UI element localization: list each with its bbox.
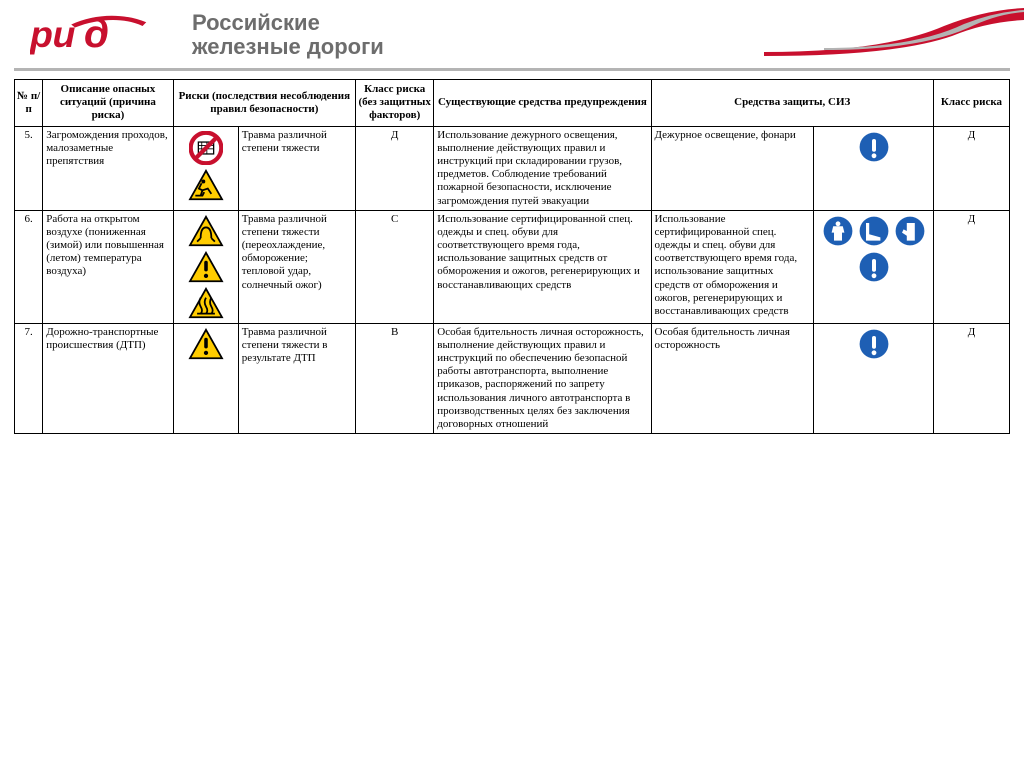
cell-protection: Использование сертифицированной спец. од… bbox=[651, 210, 814, 323]
cell-risk-text: Травма различной степени тяжести (переох… bbox=[238, 210, 355, 323]
cell-protection-icons bbox=[814, 323, 933, 434]
warning-cold-icon bbox=[188, 215, 224, 247]
th-existing: Существующие средства предупреждения bbox=[434, 80, 651, 127]
cell-num: 7. bbox=[15, 323, 43, 434]
cell-desc: Работа на открытом воздухе (пониженная (… bbox=[43, 210, 173, 323]
brand-line-2: железные дороги bbox=[192, 35, 384, 59]
cell-protection: Дежурное освещение, фонари bbox=[651, 126, 814, 210]
brand-line-1: Российские bbox=[192, 11, 384, 35]
cell-class: Д bbox=[356, 126, 434, 210]
table-header-row: № п/п Описание опасных ситуаций (причина… bbox=[15, 80, 1010, 127]
th-class: Класс риска (без защитных факторов) bbox=[356, 80, 434, 127]
rzd-logo: p и д bbox=[30, 11, 180, 59]
prohibition-icon bbox=[189, 131, 223, 165]
brand-title: Российские железные дороги bbox=[192, 11, 384, 59]
th-protection: Средства защиты, СИЗ bbox=[651, 80, 933, 127]
cell-desc: Дорожно-транспортные происшествия (ДТП) bbox=[43, 323, 173, 434]
mandatory-gloves-icon bbox=[894, 215, 926, 247]
th-num: № п/п bbox=[15, 80, 43, 127]
mandatory-info-icon bbox=[858, 131, 890, 163]
cell-risk-text: Травма различной степени тяжести bbox=[238, 126, 355, 210]
mandatory-info-icon bbox=[858, 251, 890, 283]
warning-general-icon bbox=[188, 328, 224, 360]
cell-risk-icons bbox=[173, 126, 238, 210]
svg-text:и: и bbox=[53, 13, 76, 55]
cell-risk-text: Травма различной степени тяжести в резул… bbox=[238, 323, 355, 434]
header-rule bbox=[14, 68, 1010, 71]
svg-text:p: p bbox=[30, 13, 53, 55]
cell-num: 6. bbox=[15, 210, 43, 323]
mandatory-info-icon bbox=[858, 328, 890, 360]
cell-protection-icons bbox=[814, 210, 933, 323]
mandatory-boots-icon bbox=[858, 215, 890, 247]
cell-class: В bbox=[356, 323, 434, 434]
warning-general-icon bbox=[188, 251, 224, 283]
cell-existing: Использование дежурного освещения, выпол… bbox=[434, 126, 651, 210]
cell-class: С bbox=[356, 210, 434, 323]
cell-num: 5. bbox=[15, 126, 43, 210]
cell-class2: Д bbox=[933, 323, 1009, 434]
cell-class2: Д bbox=[933, 210, 1009, 323]
swoosh-decor bbox=[764, 8, 1024, 56]
cell-class2: Д bbox=[933, 126, 1009, 210]
cell-existing: Особая бдительность личная осторожность,… bbox=[434, 323, 651, 434]
warning-hot-icon bbox=[188, 287, 224, 319]
table-row: 6. Работа на открытом воздухе (пониженна… bbox=[15, 210, 1010, 323]
th-desc: Описание опасных ситуаций (причина риска… bbox=[43, 80, 173, 127]
page-header: p и д Российские железные дороги bbox=[0, 0, 1024, 68]
risk-table: № п/п Описание опасных ситуаций (причина… bbox=[14, 79, 1010, 434]
svg-text:д: д bbox=[84, 11, 109, 56]
th-class2: Класс риска bbox=[933, 80, 1009, 127]
cell-risk-icons bbox=[173, 210, 238, 323]
table-row: 5. Загромождения проходов, малозаметные … bbox=[15, 126, 1010, 210]
mandatory-clothing-icon bbox=[822, 215, 854, 247]
cell-risk-icons bbox=[173, 323, 238, 434]
cell-desc: Загромождения проходов, малозаметные пре… bbox=[43, 126, 173, 210]
table-row: 7. Дорожно-транспортные происшествия (ДТ… bbox=[15, 323, 1010, 434]
cell-protection-icons bbox=[814, 126, 933, 210]
cell-protection: Особая бдительность личная осторожность bbox=[651, 323, 814, 434]
th-risks: Риски (последствия несоблюдения правил б… bbox=[173, 80, 356, 127]
warning-trip-icon bbox=[188, 169, 224, 201]
cell-existing: Использование сертифицированной спец. од… bbox=[434, 210, 651, 323]
